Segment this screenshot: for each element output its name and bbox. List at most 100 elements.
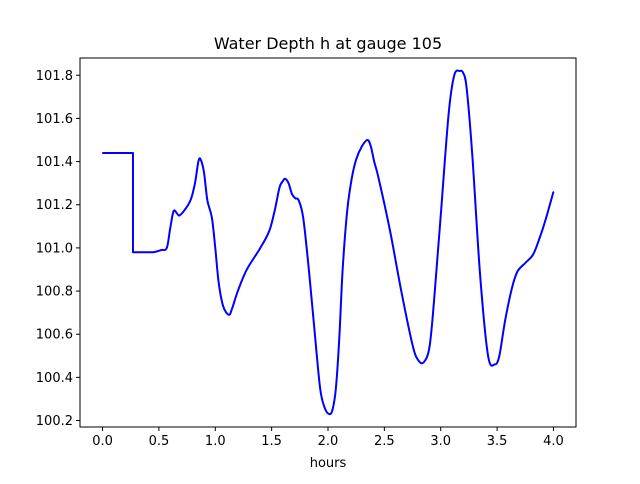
data-point <box>346 210 348 212</box>
data-point <box>487 355 489 357</box>
x-axis: 0.0 0.5 1.0 1.5 2.0 2.5 3.0 3.5 4.0 <box>92 427 564 449</box>
data-point <box>532 253 534 255</box>
data-point <box>197 160 199 163</box>
data-point <box>211 217 213 219</box>
data-point <box>237 290 239 292</box>
data-point <box>169 227 171 230</box>
data-point <box>313 329 316 331</box>
data-point <box>373 160 375 163</box>
y-tick-label: 101.6 <box>36 112 73 127</box>
data-point <box>172 210 175 212</box>
data-point <box>282 180 284 182</box>
data-point <box>268 230 270 232</box>
data-point <box>228 314 230 316</box>
y-tick-label: 101.2 <box>36 198 73 213</box>
data-point <box>459 70 461 72</box>
data-point <box>231 307 233 309</box>
y-tick-label: 100.8 <box>36 285 73 300</box>
data-point <box>366 139 369 141</box>
data-point <box>370 145 372 148</box>
data-point <box>428 346 431 348</box>
y-tick-label: 100.4 <box>36 371 73 386</box>
data-point <box>411 344 414 346</box>
data-point <box>200 158 202 161</box>
x-axis-label: hours <box>310 456 347 471</box>
data-point <box>400 290 402 292</box>
data-point <box>328 413 330 415</box>
x-tick-label: 2.0 <box>318 434 339 449</box>
data-point <box>423 361 425 363</box>
data-point <box>302 217 304 219</box>
y-tick-label: 100.2 <box>36 414 73 429</box>
data-point <box>498 355 500 357</box>
data-point <box>294 197 296 199</box>
data-point <box>222 305 224 307</box>
y-tick-label: 101.4 <box>36 155 73 170</box>
chart-title: Water Depth h at gauge 105 <box>214 34 442 53</box>
water-depth-series-points <box>101 70 555 415</box>
x-tick-label: 2.5 <box>374 434 395 449</box>
data-point <box>355 158 357 161</box>
data-point <box>152 251 154 253</box>
x-tick-label: 1.0 <box>205 434 226 449</box>
data-point <box>462 72 464 74</box>
data-point <box>278 186 281 189</box>
data-point <box>194 182 196 184</box>
data-point <box>471 154 473 156</box>
data-point <box>479 275 481 277</box>
data-point <box>291 193 293 195</box>
data-point <box>246 268 248 271</box>
y-axis: 100.2 100.4 100.6 100.8 101.0 101.2 101.4 101.6… <box>36 69 80 429</box>
data-point <box>203 171 205 173</box>
data-point <box>166 247 168 249</box>
data-point <box>335 387 337 389</box>
data-point <box>319 387 321 389</box>
x-tick-label: 4.0 <box>543 434 564 449</box>
data-point <box>417 359 419 361</box>
y-tick-label: 100.6 <box>36 328 73 343</box>
data-point <box>189 199 192 202</box>
data-point <box>214 247 216 249</box>
data-point <box>552 191 555 193</box>
data-point <box>440 214 442 217</box>
y-tick-label: 101.8 <box>36 69 73 84</box>
data-point <box>183 210 185 212</box>
x-tick-label: 3.0 <box>430 434 451 449</box>
data-point <box>331 409 334 411</box>
x-tick-label: 0.0 <box>92 434 113 449</box>
data-point <box>160 249 162 251</box>
data-point <box>206 199 208 202</box>
data-point <box>132 251 134 253</box>
x-tick-label: 0.5 <box>149 434 170 449</box>
plot-frame <box>79 57 577 428</box>
data-point <box>494 363 496 366</box>
data-point <box>544 219 547 221</box>
data-point <box>389 230 391 232</box>
data-point <box>298 199 300 202</box>
data-point <box>524 262 526 264</box>
data-point <box>324 406 326 409</box>
data-point <box>504 320 506 322</box>
data-point <box>511 288 513 290</box>
data-point <box>141 251 143 253</box>
data-point <box>351 178 353 180</box>
data-point <box>342 268 344 271</box>
data-point <box>378 178 380 180</box>
data-point <box>466 87 468 89</box>
data-point <box>218 281 220 284</box>
data-point <box>101 152 104 154</box>
x-tick-label: 1.5 <box>261 434 282 449</box>
data-point <box>178 214 180 217</box>
data-point <box>338 337 340 340</box>
data-point <box>361 145 363 148</box>
data-point <box>284 178 286 180</box>
data-point <box>308 268 310 271</box>
data-point <box>539 236 541 238</box>
data-point <box>448 113 450 115</box>
data-point <box>516 271 518 273</box>
data-point <box>287 182 290 184</box>
data-point <box>433 301 435 303</box>
y-tick-label: 101.0 <box>36 241 73 256</box>
